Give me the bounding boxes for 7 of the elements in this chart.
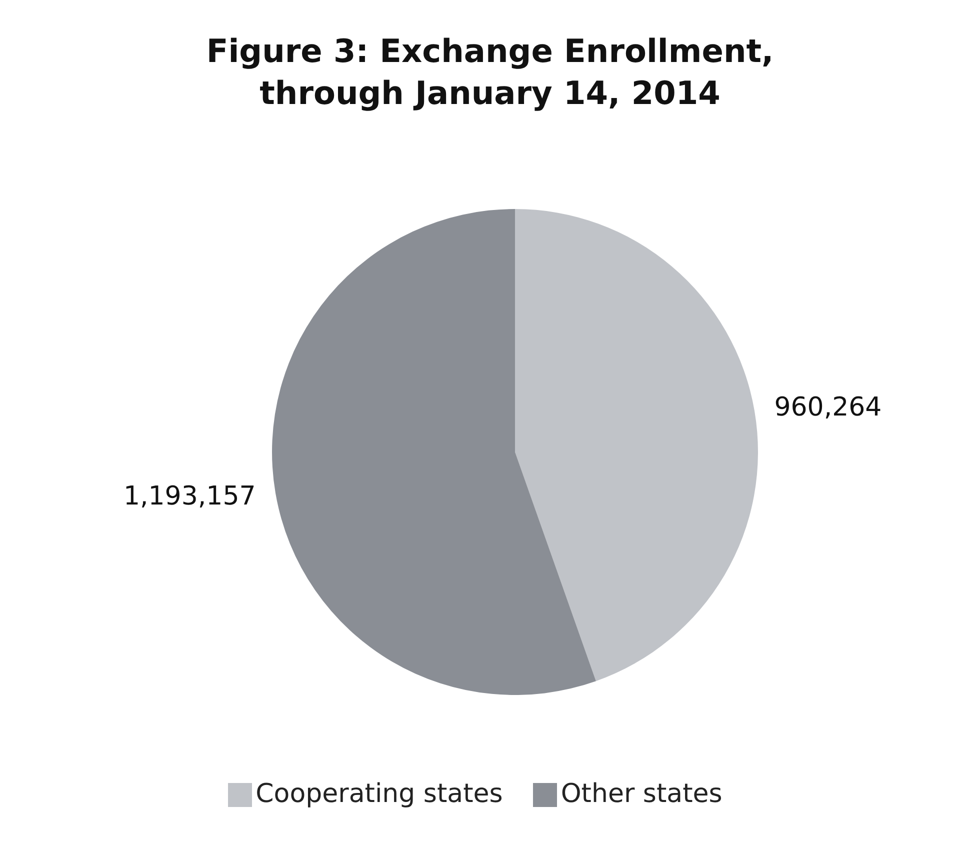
data-label: 960,264 (774, 392, 882, 423)
pie-slice (272, 209, 596, 695)
chart-title: Figure 3: Exchange Enrollment, through January 14, 2014 (205, 31, 775, 114)
legend-label: Other states (560, 779, 722, 809)
data-label: 1,193,157 (123, 481, 256, 512)
pie-slice (515, 209, 758, 682)
legend-label: Cooperating states (256, 779, 503, 809)
